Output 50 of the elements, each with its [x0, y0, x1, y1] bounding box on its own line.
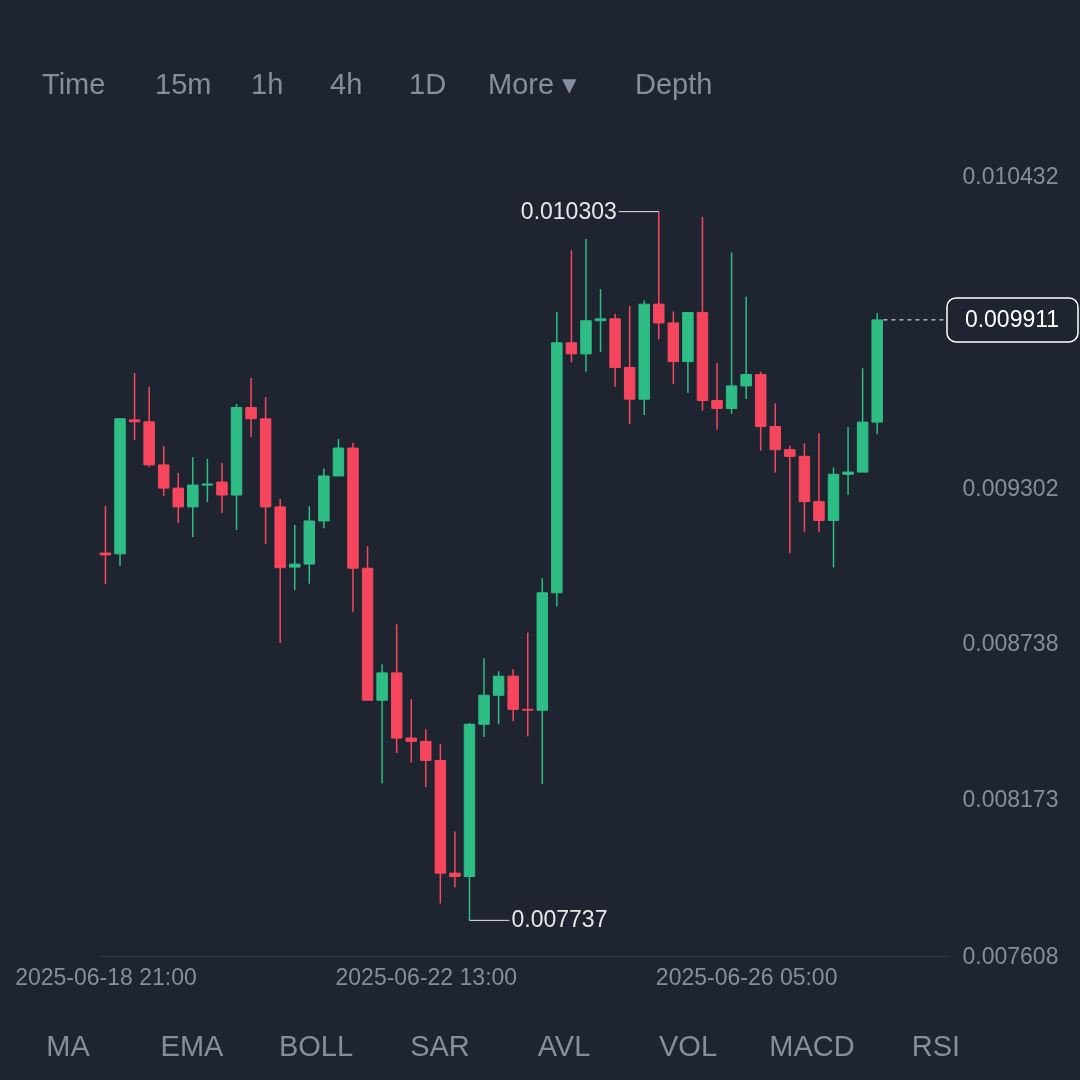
candlestick [201, 458, 214, 503]
candlestick [653, 210, 665, 341]
candlestick [521, 631, 534, 738]
candlestick [99, 505, 112, 585]
annotation: 0.007737 [511, 906, 608, 933]
y-tick-label: 0.008738 [962, 630, 1059, 657]
candlestick [420, 728, 432, 788]
candlestick [216, 462, 228, 514]
candlestick [565, 249, 578, 364]
text: MACD [769, 1030, 855, 1062]
y-tick-label: 0.007608 [962, 942, 1059, 969]
candlestick [172, 472, 185, 524]
ref-line-label: 0.009911 [964, 305, 1060, 332]
candlestick [245, 377, 257, 438]
text: AVL [537, 1030, 591, 1062]
candlestick [842, 426, 854, 496]
text: SAR [410, 1030, 470, 1062]
candlestick [492, 670, 505, 726]
text: Depth [635, 68, 713, 100]
text: More ▾ [488, 68, 578, 100]
candlestick [187, 456, 199, 538]
y-tick-label: 0.009302 [962, 474, 1059, 501]
text: VOL [658, 1030, 718, 1062]
candlestick [813, 432, 825, 534]
text: 4h [330, 68, 363, 100]
candlestick [725, 251, 738, 415]
annotation: 0.010303 [520, 197, 617, 224]
candlestick [157, 445, 170, 497]
text: 1D [409, 68, 447, 100]
candlestick [769, 402, 782, 474]
text: BOLL [278, 1030, 354, 1062]
candlestick [449, 830, 461, 888]
text: EMA [160, 1030, 225, 1062]
x-tick-label: 2025-06-26 05:00 [655, 963, 838, 990]
y-tick-label: 0.008173 [962, 786, 1059, 813]
candlestick [128, 372, 141, 441]
text: 15m [155, 68, 212, 100]
x-tick-label: 2025-06-18 21:00 [15, 963, 197, 990]
candlestick [594, 288, 607, 353]
text: RSI [911, 1030, 961, 1062]
candlestick [740, 295, 752, 400]
candlestick [405, 698, 417, 764]
text: 1h [251, 68, 284, 100]
candlestick [711, 362, 723, 431]
candlestick [784, 445, 796, 555]
text: Time [42, 68, 106, 100]
text: MA [46, 1030, 91, 1062]
candlestick [289, 524, 301, 591]
y-tick-label: 0.010432 [962, 162, 1059, 189]
x-tick-label: 2025-06-22 13:00 [335, 963, 518, 990]
